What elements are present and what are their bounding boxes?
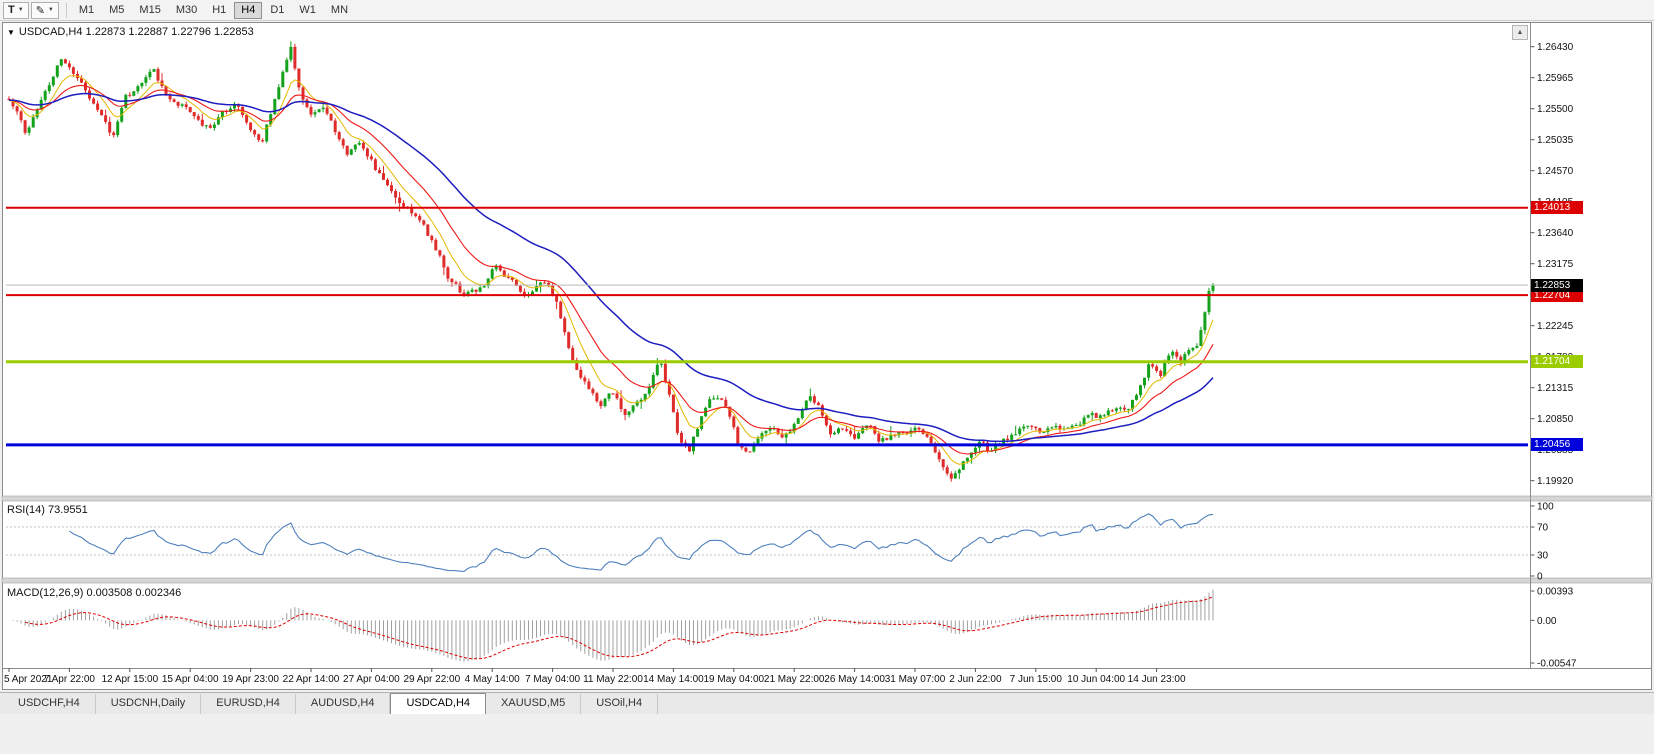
template-button-label: T — [8, 4, 15, 16]
rsi-axis-tick: 0 — [1537, 572, 1543, 583]
timeframe-button-d1[interactable]: D1 — [263, 2, 291, 19]
price-axis-tick: 1.21315 — [1537, 383, 1574, 394]
macd-axis-tick: 0.00393 — [1537, 587, 1574, 598]
price-line-label-1.24013: 1.24013 — [1531, 201, 1583, 215]
price-axis-tick: 1.23175 — [1537, 259, 1574, 270]
price-axis[interactable] — [1531, 22, 1653, 668]
time-axis-label: 7 May 04:00 — [525, 674, 580, 685]
time-axis-label: 2 Jun 22:00 — [949, 674, 1002, 685]
time-axis-label: 7 Jun 15:00 — [1010, 674, 1063, 685]
chart-dropdown-icon[interactable]: ▼ — [7, 28, 15, 37]
time-axis-label: 11 May 22:00 — [583, 674, 643, 685]
chart-tab-bar: USDCHF,H4 USDCNH,Daily EURUSD,H4 AUDUSD,H4 U… — [0, 692, 1654, 714]
rsi-axis-tick: 70 — [1537, 523, 1549, 534]
chart-tab-usdcnh-daily[interactable]: USDCNH,Daily — [95, 694, 202, 714]
candlestick-series — [7, 41, 1215, 482]
chart-title-text: USDCAD,H4 1.22873 1.22887 1.22796 1.2285… — [18, 26, 254, 38]
ma-fast-line — [8, 75, 1214, 465]
toolbar: T ▼ ✎ ▼ M1 M5 M15 M30 H1 H4 D1 W1 MN — [0, 0, 1654, 21]
price-axis-tick: 1.23640 — [1537, 228, 1574, 239]
time-axis-label: 10 Jun 04:00 — [1067, 674, 1125, 685]
price-axis-tick: 1.26430 — [1537, 42, 1574, 53]
time-axis-label: 4 May 14:00 — [465, 674, 520, 685]
macd-axis-tick: -0.00547 — [1537, 659, 1577, 670]
timeframe-button-m15[interactable]: M15 — [132, 2, 167, 19]
rsi-axis-tick: 100 — [1537, 502, 1554, 513]
time-axis-label: 26 May 14:00 — [824, 674, 885, 685]
pane-separator-rsi[interactable] — [1, 495, 1653, 502]
rsi-line — [69, 513, 1214, 572]
timeframe-button-h1[interactable]: H1 — [205, 2, 233, 19]
timeframe-button-mn[interactable]: MN — [324, 2, 355, 19]
up-arrow-icon: ▲ — [1516, 29, 1524, 36]
price-axis-tick: 1.24570 — [1537, 166, 1574, 177]
rsi-pane-title: RSI(14) 73.9551 — [7, 504, 88, 516]
chart-tab-usdcad-h4[interactable]: USDCAD,H4 — [390, 693, 487, 714]
price-axis-tick: 1.25035 — [1537, 135, 1574, 146]
timeframe-buttons: M1 M5 M15 M30 H1 H4 D1 W1 MN — [72, 1, 356, 19]
chart-title: ▼ USDCAD,H4 1.22873 1.22887 1.22796 1.228… — [7, 26, 254, 38]
macd-signal-line — [24, 596, 1214, 660]
time-axis[interactable] — [2, 668, 1652, 688]
drawing-tools-button[interactable]: ✎ ▼ — [30, 1, 59, 19]
price-axis-tick: 1.25965 — [1537, 73, 1574, 84]
pane-separator-macd[interactable] — [1, 577, 1653, 584]
chevron-down-icon: ▼ — [17, 7, 24, 13]
chart-tab-usoil-h4[interactable]: USOil,H4 — [581, 694, 659, 714]
price-line-label-1.21704: 1.21704 — [1531, 355, 1583, 369]
price-axis-tick: 1.20850 — [1537, 414, 1574, 425]
timeframe-button-w1[interactable]: W1 — [292, 2, 323, 19]
timeframe-button-m1[interactable]: M1 — [72, 2, 101, 19]
rsi-axis-tick: 30 — [1537, 551, 1549, 562]
timeframe-button-m5[interactable]: M5 — [102, 2, 131, 19]
time-axis-label: 14 May 14:00 — [643, 674, 704, 685]
time-axis-label: 15 Apr 04:00 — [162, 674, 219, 685]
chart-template-button[interactable]: T ▼ — [3, 1, 29, 19]
time-axis-label: 29 Apr 22:00 — [403, 674, 460, 685]
time-axis-label: 22 Apr 14:00 — [283, 674, 340, 685]
price-axis-tick: 1.25500 — [1537, 104, 1574, 115]
chart-plot-area[interactable] — [2, 22, 1652, 690]
chevron-down-icon: ▼ — [47, 7, 54, 13]
price-line-label-1.20456: 1.20456 — [1531, 438, 1583, 452]
time-axis-label: 31 May 07:00 — [885, 674, 946, 685]
time-axis-label: 5 Apr 2021 — [4, 674, 53, 685]
timeframe-button-h4[interactable]: H4 — [234, 1, 263, 19]
time-axis-label: 7 Apr 22:00 — [44, 674, 96, 685]
current-price-label: 1.22853 — [1531, 278, 1583, 292]
time-axis-label: 27 Apr 04:00 — [343, 674, 400, 685]
time-axis-label: 19 Apr 23:00 — [222, 674, 279, 685]
time-axis-label: 14 Jun 23:00 — [1128, 674, 1186, 685]
time-axis-label: 19 May 04:00 — [703, 674, 764, 685]
time-axis-label: 12 Apr 15:00 — [101, 674, 158, 685]
chart-tab-xauusd-m5[interactable]: XAUUSD,M5 — [486, 694, 582, 714]
pen-icon: ✎ — [35, 4, 45, 17]
ma-slow-line — [8, 92, 1214, 443]
macd-axis-tick: 0.00 — [1537, 616, 1557, 627]
chart-tab-eurusd-h4[interactable]: EURUSD,H4 — [201, 694, 296, 714]
time-axis-label: 21 May 22:00 — [764, 674, 825, 685]
chart-tab-audusd-h4[interactable]: AUDUSD,H4 — [295, 694, 391, 714]
price-line-label-1.22704: 1.22704 — [1531, 288, 1583, 302]
scroll-up-button[interactable]: ▲ — [1512, 25, 1528, 40]
price-axis-tick: 1.19920 — [1537, 476, 1574, 487]
chart-tab-usdchf-h4[interactable]: USDCHF,H4 — [3, 694, 96, 714]
macd-pane-title: MACD(12,26,9) 0.003508 0.002346 — [7, 587, 182, 599]
price-axis-tick: 1.22245 — [1537, 321, 1574, 332]
toolbar-separator — [65, 2, 67, 18]
macd-histogram — [12, 589, 1214, 662]
timeframe-button-m30[interactable]: M30 — [169, 2, 204, 19]
